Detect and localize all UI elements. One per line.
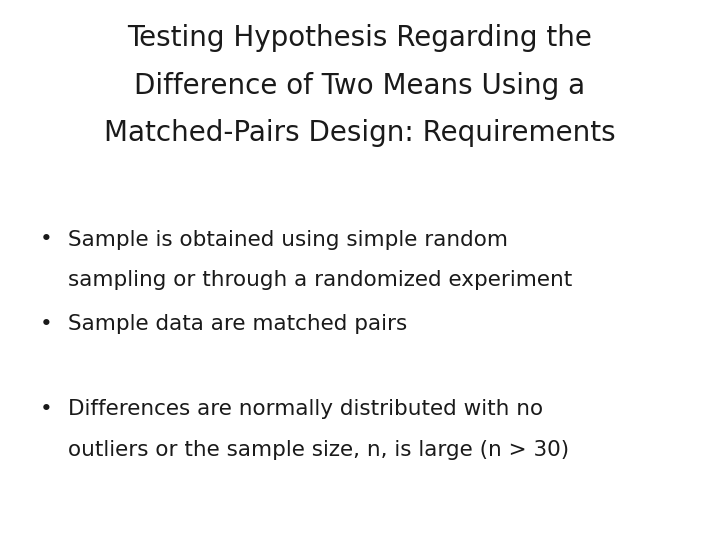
Text: •: • xyxy=(40,230,53,249)
Text: Sample data are matched pairs: Sample data are matched pairs xyxy=(68,314,408,334)
Text: Differences are normally distributed with no: Differences are normally distributed wit… xyxy=(68,399,544,419)
Text: Testing Hypothesis Regarding the: Testing Hypothesis Regarding the xyxy=(127,24,593,52)
Text: Difference of Two Means Using a: Difference of Two Means Using a xyxy=(135,72,585,100)
Text: •: • xyxy=(40,399,53,419)
Text: Sample is obtained using simple random: Sample is obtained using simple random xyxy=(68,230,508,249)
Text: outliers or the sample size, n, is large (n > 30): outliers or the sample size, n, is large… xyxy=(68,440,570,460)
Text: Matched-Pairs Design: Requirements: Matched-Pairs Design: Requirements xyxy=(104,119,616,147)
Text: sampling or through a randomized experiment: sampling or through a randomized experim… xyxy=(68,270,572,290)
Text: •: • xyxy=(40,314,53,334)
